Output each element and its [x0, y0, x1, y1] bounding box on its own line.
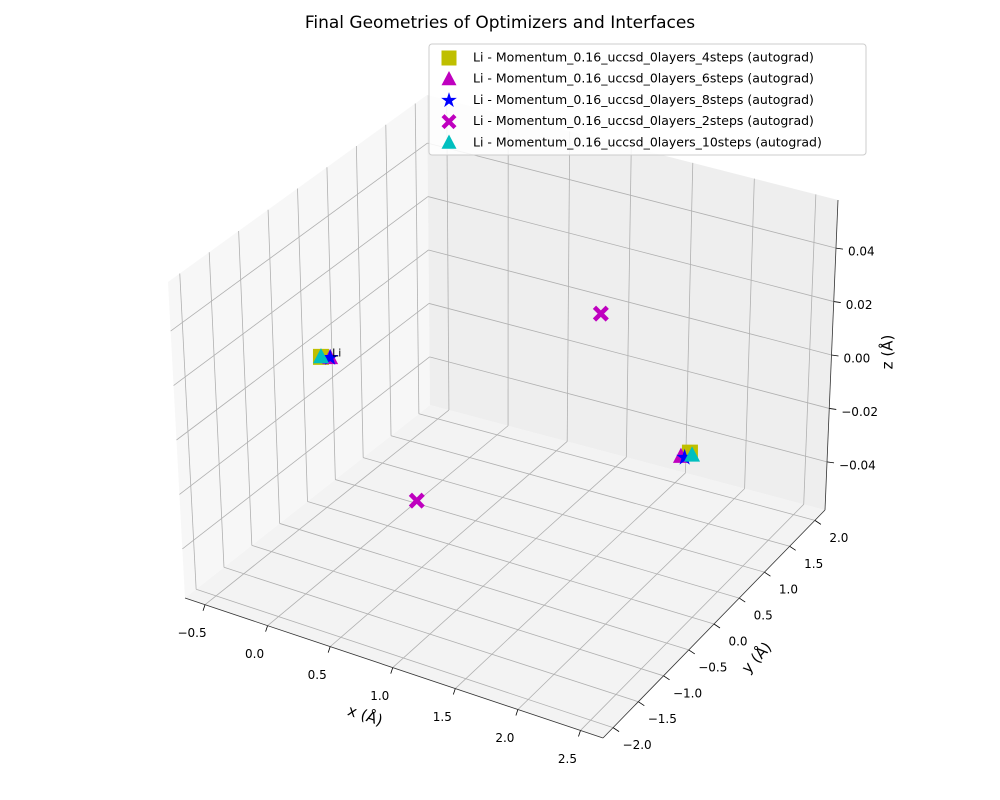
grid-line	[418, 413, 816, 521]
grid-line	[182, 356, 430, 550]
tick-mark	[515, 709, 519, 716]
grid-line	[196, 588, 614, 729]
z-tick-label: 0.00	[844, 352, 871, 366]
grid-line	[427, 196, 834, 302]
point	[408, 492, 425, 509]
x-tick-label: 2.0	[495, 731, 514, 745]
grid-line	[179, 303, 430, 495]
tick-mark	[829, 408, 837, 410]
grid-line	[223, 566, 639, 703]
tick-mark	[739, 597, 746, 603]
grid-line	[429, 356, 828, 463]
grid-line	[173, 196, 429, 386]
tick-mark	[789, 545, 796, 551]
tick-mark	[713, 623, 721, 629]
legend-marker	[441, 134, 457, 149]
z-tick-label: −0.02	[841, 405, 878, 419]
floor-pane	[185, 405, 825, 738]
point	[321, 348, 339, 365]
tick-mark	[831, 354, 839, 357]
legend-marker	[441, 50, 457, 66]
axis-line	[824, 199, 839, 511]
grid-line	[170, 142, 428, 332]
y-tick-label: 0.5	[754, 609, 773, 623]
grid-line	[390, 435, 790, 547]
x-tick-label: 0.0	[245, 647, 264, 661]
chart-title: Final Geometries of Optimizers and Inter…	[305, 13, 695, 33]
tick-mark	[452, 688, 456, 695]
z-tick-label: 0.04	[848, 245, 875, 259]
y-tick-label: 0.0	[728, 635, 747, 649]
legend-box	[428, 43, 867, 156]
grid-line	[279, 523, 689, 651]
legend-label: Li - Momentum_0.16_uccsd_0layers_6steps …	[473, 71, 814, 86]
tick-mark	[390, 667, 394, 674]
annotation: Li	[332, 347, 341, 360]
x-tick-label: −0.5	[177, 626, 206, 640]
z-tick-label: −0.04	[839, 458, 876, 472]
x-axis-label: x (Å)	[345, 701, 385, 730]
grid-line	[176, 249, 429, 441]
tick-mark	[764, 571, 771, 577]
grid-line	[307, 501, 715, 625]
grid-line	[251, 544, 664, 677]
legend: Li - Momentum_0.16_uccsd_0layers_4steps …	[428, 43, 867, 156]
z-tick-label: 0.02	[846, 298, 873, 312]
back-pane	[427, 95, 838, 510]
tick-mark	[327, 646, 331, 653]
axis-line	[184, 597, 604, 739]
tick-mark	[202, 604, 206, 611]
point	[592, 305, 609, 322]
legend-label: Li - Momentum_0.16_uccsd_0layers_4steps …	[473, 50, 814, 65]
tick-mark	[578, 730, 581, 737]
legend-marker	[441, 114, 457, 130]
y-tick-label: −0.5	[698, 660, 727, 674]
tick-mark	[688, 649, 695, 655]
point	[312, 348, 329, 364]
grid-line	[428, 303, 830, 409]
grid-line	[428, 249, 832, 356]
x-tick-label: 1.0	[370, 689, 389, 703]
tick-mark	[612, 727, 620, 732]
y-tick-label: 2.0	[829, 531, 848, 545]
legend-label: Li - Momentum_0.16_uccsd_0layers_2steps …	[473, 113, 814, 128]
legend-marker	[441, 92, 457, 108]
axis-line	[602, 509, 826, 739]
y-tick-label: −1.5	[648, 712, 677, 726]
tick-mark	[638, 701, 645, 707]
y-tick-label: −1.0	[673, 686, 702, 700]
x-tick-label: 2.5	[558, 752, 577, 766]
legend-marker	[441, 70, 457, 86]
z-axis-label: z (Å)	[878, 335, 897, 370]
grid-line	[363, 457, 765, 573]
x-tick-label: 0.5	[308, 668, 327, 682]
grid-line	[427, 142, 837, 249]
x-tick-label: 1.5	[433, 710, 452, 724]
grid-line	[335, 479, 740, 599]
point	[676, 448, 694, 465]
y-tick-label: −2.0	[623, 738, 652, 752]
legend-label: Li - Momentum_0.16_uccsd_0layers_8steps …	[473, 92, 814, 107]
y-tick-label: 1.0	[779, 583, 798, 597]
tick-mark	[663, 675, 670, 681]
tick-mark	[835, 247, 844, 250]
tick-mark	[833, 301, 841, 303]
tick-mark	[265, 625, 268, 632]
point	[684, 446, 701, 462]
tick-mark	[814, 520, 822, 525]
left-pane	[168, 95, 430, 598]
legend-label: Li - Momentum_0.16_uccsd_0layers_10steps…	[473, 134, 822, 149]
tick-mark	[826, 461, 835, 464]
y-tick-label: 1.5	[804, 557, 823, 571]
